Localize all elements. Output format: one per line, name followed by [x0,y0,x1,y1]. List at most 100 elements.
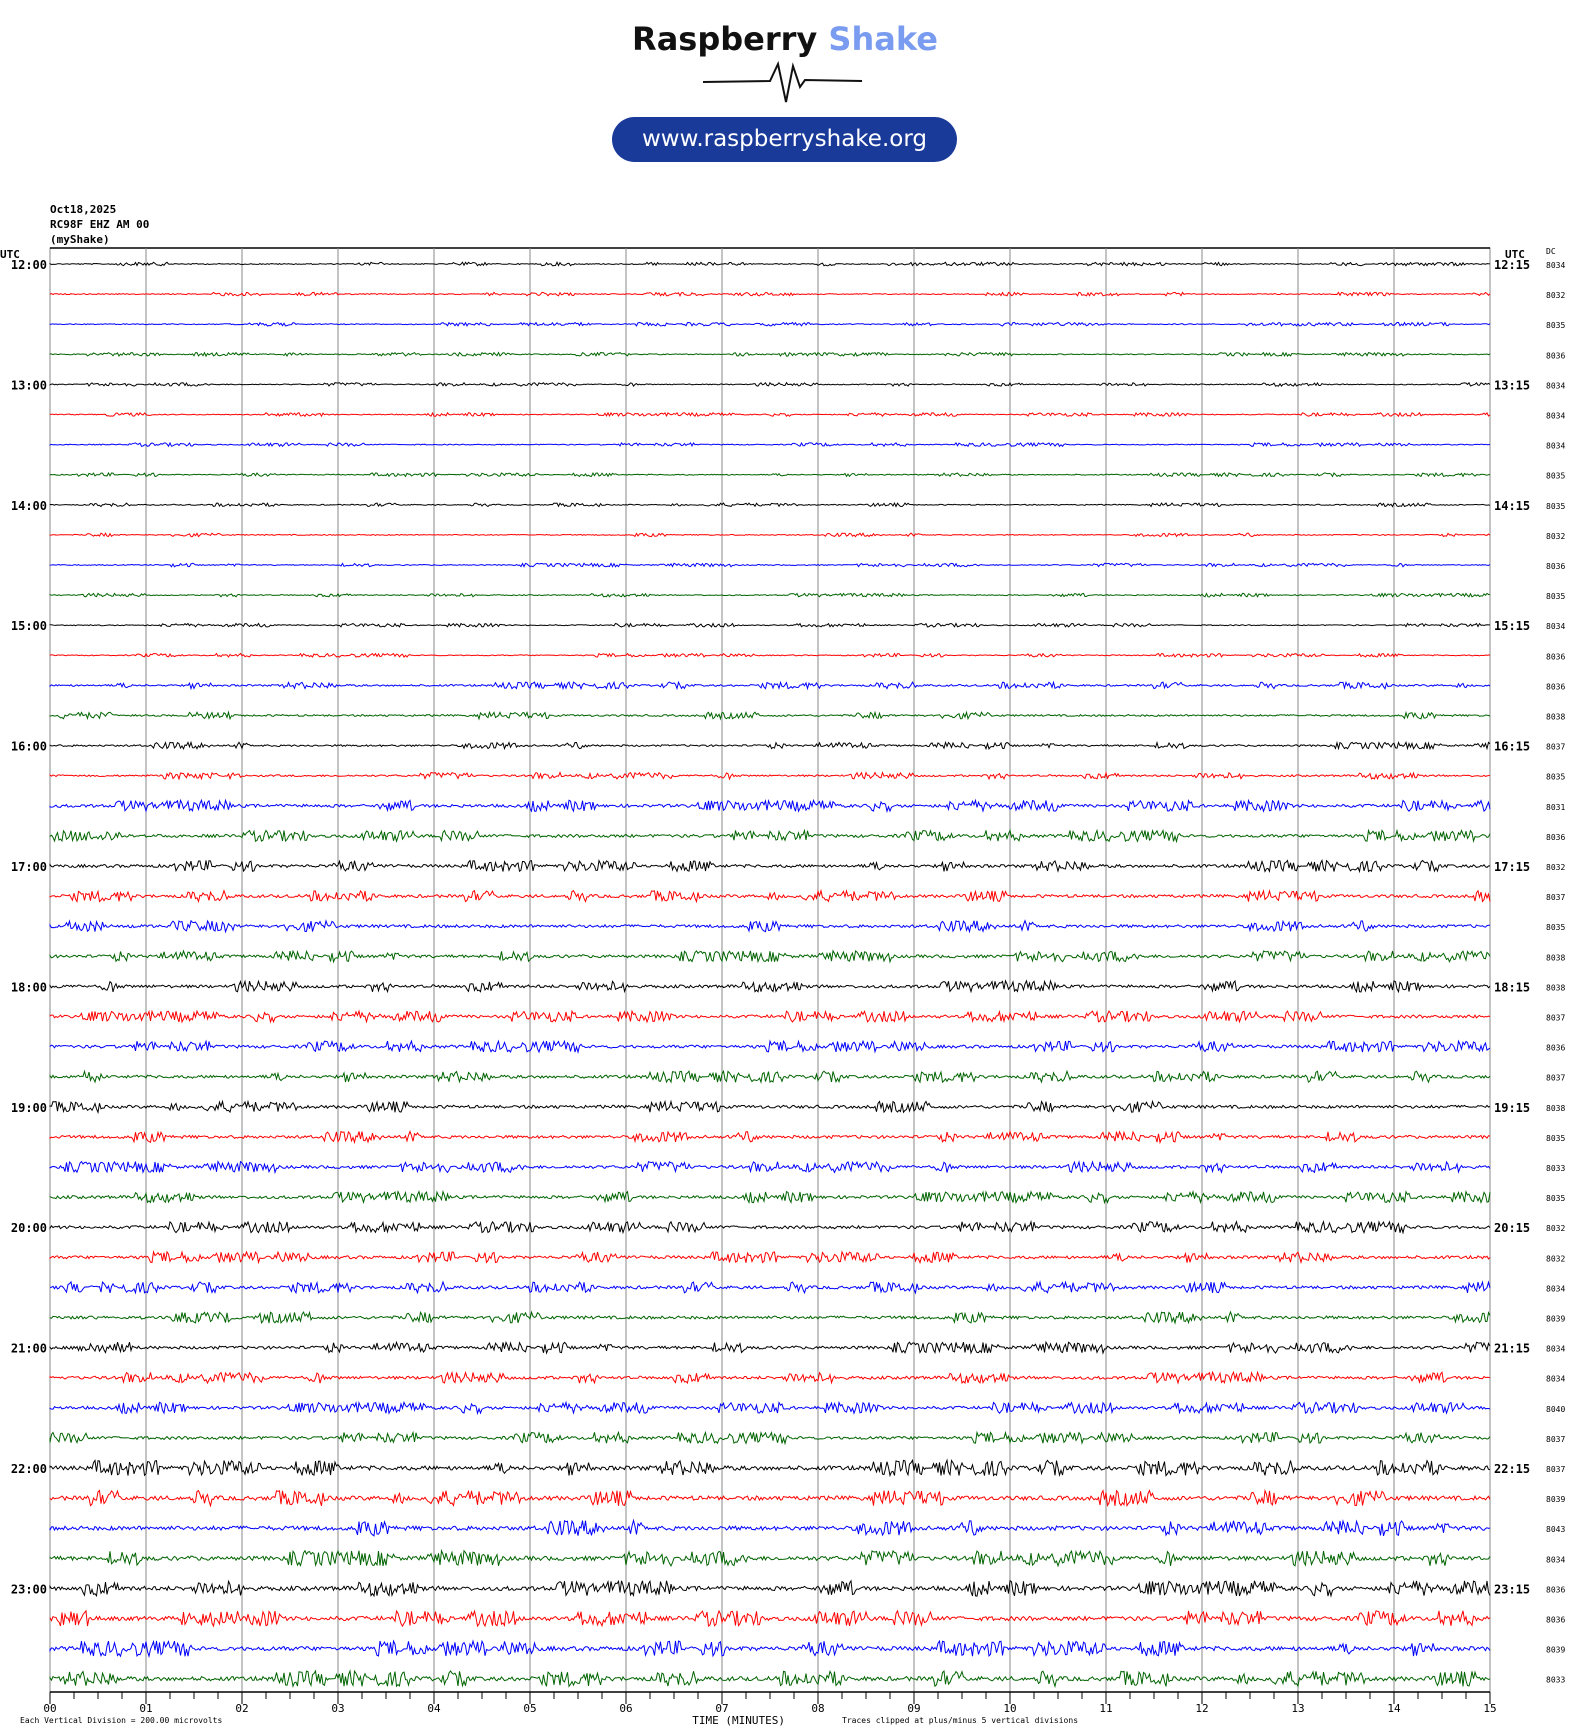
trace-line [49,1310,1491,1325]
trace-line [49,1039,1491,1055]
dc-value: 8034 [1546,622,1565,631]
trace-line [49,411,1491,418]
trace-line [49,562,1491,568]
left-hour-label: 16:00 [11,740,47,754]
plot-frame [49,247,1491,1693]
trace-line [49,1160,1491,1175]
dc-value: 8036 [1546,1585,1565,1594]
left-hour-label: 14:00 [11,499,47,513]
dc-value: 8039 [1546,1495,1565,1504]
station-label: RC98F EHZ AM 00 [50,218,150,231]
right-hour-label: 16:15 [1494,740,1530,754]
trace-line [49,321,1491,327]
dc-value: 8037 [1546,1014,1565,1023]
trace-line [49,740,1491,751]
dc-value: 8036 [1546,682,1565,691]
right-hour-label: 23:15 [1494,1582,1530,1596]
dc-value: 8037 [1546,743,1565,752]
trace-line [49,1579,1491,1598]
left-utc-label: UTC [0,248,20,261]
trace-line [49,291,1491,297]
network-label: (myShake) [50,233,110,246]
x-tick-label: 10 [1003,1702,1016,1715]
dc-value: 8035 [1546,1134,1565,1143]
dc-value: 8036 [1546,562,1565,571]
right-hour-label: 17:15 [1494,860,1530,874]
right-hour-label: 18:15 [1494,980,1530,994]
left-hour-label: 13:00 [11,378,47,392]
left-hour-label: 17:00 [11,860,47,874]
trace-line [49,1669,1491,1689]
trace-line [49,1609,1491,1628]
website-link[interactable]: www.raspberryshake.org [612,117,957,162]
left-hour-label: 22:00 [11,1462,47,1476]
right-hour-label: 22:15 [1494,1462,1530,1476]
trace-line [49,1099,1491,1115]
dc-value: 8035 [1546,773,1565,782]
logo-word-raspberry: Raspberry [632,20,818,58]
dc-value: 8034 [1546,1284,1565,1293]
dc-value: 8035 [1546,472,1565,481]
right-hour-label: 13:15 [1494,378,1530,392]
x-tick-label: 07 [715,1702,728,1715]
dc-value: 8034 [1546,412,1565,421]
x-tick-label: 13 [1291,1702,1304,1715]
dc-value: 8038 [1546,1104,1565,1113]
dc-value: 8037 [1546,1465,1565,1474]
dc-header: DC [1546,247,1556,256]
trace-line [49,622,1490,628]
left-hour-label: 23:00 [11,1582,47,1596]
dc-value: 8035 [1546,502,1565,511]
dc-value: 8032 [1546,1254,1565,1263]
dc-value: 8035 [1546,592,1565,601]
x-tick-label: 12 [1195,1702,1208,1715]
dc-value: 8040 [1546,1405,1565,1414]
dc-value: 8036 [1546,1616,1565,1625]
dc-value: 8036 [1546,833,1565,842]
dc-value: 8043 [1546,1525,1565,1534]
trace-line [49,1370,1491,1385]
x-tick-label: 11 [1099,1702,1112,1715]
right-hour-label: 21:15 [1494,1342,1530,1356]
clip-note: Traces clipped at plus/minus 5 vertical … [842,1716,1078,1725]
trace-line [49,1009,1491,1024]
x-tick-label: 04 [427,1702,441,1715]
trace-line [49,532,1491,538]
dc-value: 8037 [1546,1074,1565,1083]
dc-value: 8032 [1546,863,1565,872]
dc-value: 8034 [1546,1375,1565,1384]
trace-line [49,652,1491,658]
x-tick-label: 08 [811,1702,824,1715]
dc-value: 8037 [1546,893,1565,902]
dc-value: 8031 [1546,803,1565,812]
left-hour-label: 18:00 [11,980,47,994]
x-tick-label: 01 [139,1702,152,1715]
right-hour-label: 12:15 [1494,258,1530,272]
dc-value: 8035 [1546,923,1565,932]
logo-title: Raspberry Shake [0,20,1570,58]
right-hour-label: 15:15 [1494,619,1530,633]
x-tick-label: 06 [619,1702,632,1715]
left-hour-label: 19:00 [11,1101,47,1115]
dc-value: 8036 [1546,351,1565,360]
trace-line [49,1639,1491,1659]
x-tick-label: 15 [1483,1702,1496,1715]
right-utc-label: UTC [1505,248,1525,261]
trace-line [49,1340,1491,1355]
trace-line [49,1189,1491,1205]
x-tick-label: 09 [907,1702,920,1715]
left-hour-label: 15:00 [11,619,47,633]
left-hour-label: 20:00 [11,1221,47,1235]
dc-value: 8036 [1546,652,1565,661]
dc-value: 8038 [1546,953,1565,962]
trace-line [49,1129,1491,1145]
scale-note: Each Vertical Division = 200.00 microvol… [20,1716,222,1725]
dc-value: 8039 [1546,1315,1565,1324]
x-tick-label: 14 [1387,1702,1401,1715]
right-hour-label: 19:15 [1494,1101,1530,1115]
left-hour-label: 12:00 [11,258,47,272]
trace-line [49,592,1491,598]
dc-value: 8033 [1546,1676,1565,1685]
trace-line [49,1548,1491,1568]
